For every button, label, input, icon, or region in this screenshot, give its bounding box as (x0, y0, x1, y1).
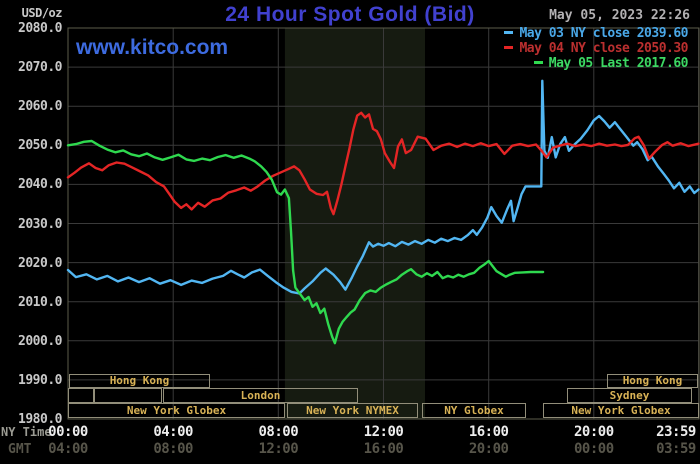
x-axis-gmt-tick-label: 08:00 (153, 441, 193, 457)
y-axis-tick-label: 2060.0 (18, 99, 62, 115)
legend-item-label: May 05 Last 2017.60 (548, 56, 689, 71)
y-axis-tick-label: 2010.0 (18, 294, 62, 310)
y-axis-tick-label: 2040.0 (18, 177, 62, 193)
series-line-may-03 (66, 79, 700, 295)
y-axis-tick-label: 1990.0 (18, 372, 62, 388)
y-axis-tick-label: 2070.0 (18, 60, 62, 76)
series-line-may-04 (66, 111, 700, 216)
session-box-hong-kong: Hong Kong (69, 374, 210, 388)
y-axis-tick-label: 1980.0 (18, 412, 62, 427)
y-axis-tick-label: 2080.0 (18, 21, 62, 36)
session-box (68, 388, 94, 403)
legend-item: May 05 Last 2017.60 (504, 56, 689, 71)
x-axis-ny-tick-label: 23:59 (656, 424, 696, 440)
x-axis-ny-time-label: NY Time (1, 425, 52, 439)
session-box-new-york-nymex: New York NYMEX (287, 403, 418, 418)
kitco-watermark-link[interactable]: www.kitco.com (76, 36, 229, 59)
y-axis-tick-label: 2030.0 (18, 216, 62, 232)
session-box-ny-globex: NY Globex (422, 403, 526, 418)
legend-item-label: May 04 NY close 2050.30 (519, 41, 688, 56)
session-box-sydney: Sydney (567, 388, 692, 403)
legend-item-label: May 03 NY close 2039.60 (519, 26, 688, 41)
session-box-new-york-globex: New York Globex (68, 403, 285, 418)
legend-dash-icon (504, 31, 514, 34)
series-line-may-05 (66, 139, 545, 345)
x-axis-ny-tick-label: 12:00 (363, 424, 404, 440)
legend-item: May 04 NY close 2050.30 (504, 41, 688, 56)
x-axis-gmt-label: GMT (8, 442, 32, 457)
session-box-hong-kong: Hong Kong (607, 374, 698, 388)
y-axis-tick-label: 2050.0 (18, 138, 62, 154)
x-axis-gmt-tick-label: 00:00 (574, 441, 614, 457)
page-title: 24 Hour Spot Gold (Bid) (225, 3, 475, 26)
y-axis-tick-label: 2000.0 (18, 333, 62, 349)
chart-legend: May 03 NY close 2039.60 May 04 NY close 2… (504, 26, 689, 71)
y-axis-unit-label: USD/oz (21, 6, 63, 20)
x-axis-ny-tick-label: 16:00 (468, 424, 509, 440)
x-axis-gmt-tick-label: 20:00 (468, 441, 509, 457)
x-axis-gmt-tick-label: 12:00 (258, 441, 299, 457)
x-axis-gmt-tick-label: 04:00 (48, 441, 88, 457)
legend-dash-icon (504, 46, 514, 49)
x-axis-ny-tick-label: 00:00 (48, 424, 88, 440)
session-box-new-york-globex: New York Globex (543, 403, 699, 418)
x-axis-ny-tick-label: 08:00 (258, 424, 299, 440)
chart-timestamp: May 05, 2023 22:26 (549, 8, 690, 23)
legend-dash-icon (533, 61, 543, 64)
session-box-london: London (163, 388, 358, 403)
x-axis-gmt-tick-label: 16:00 (363, 441, 404, 457)
legend-item: May 03 NY close 2039.60 (504, 26, 688, 41)
session-box (94, 388, 162, 403)
x-axis-ny-tick-label: 20:00 (574, 424, 614, 440)
x-axis-gmt-tick-label: 03:59 (656, 441, 696, 457)
y-axis-tick-label: 2020.0 (18, 255, 62, 271)
x-axis-ny-tick-label: 04:00 (153, 424, 193, 440)
